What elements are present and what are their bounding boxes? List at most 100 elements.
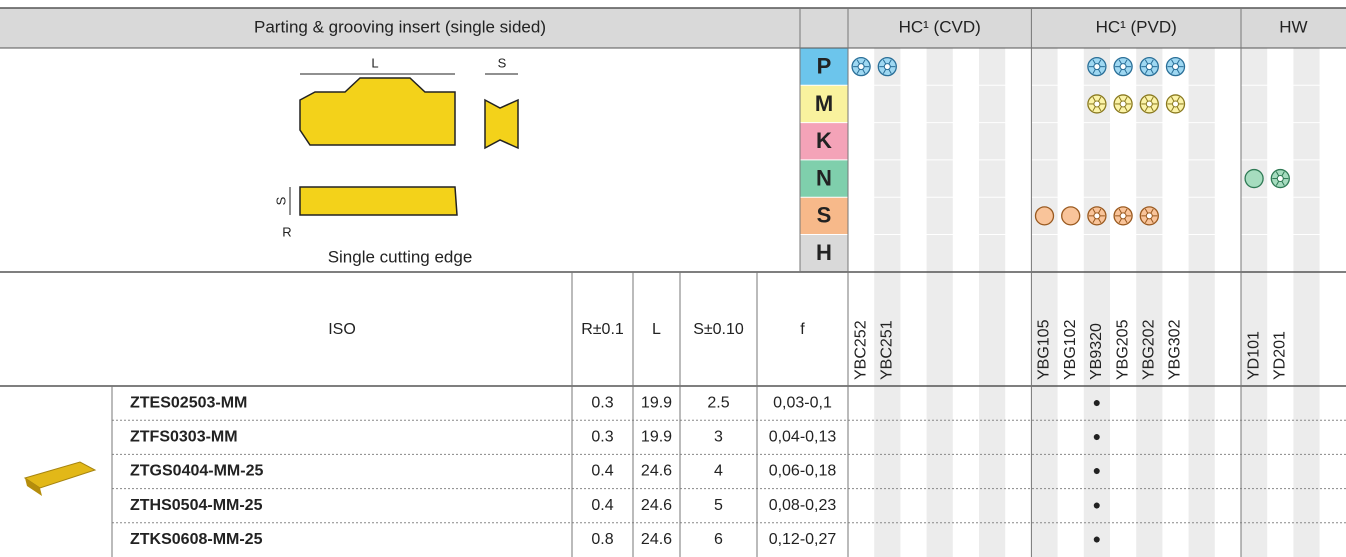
icon-petal [1150, 106, 1154, 112]
icon-core [1145, 212, 1153, 220]
row-value: 5 [714, 497, 723, 514]
icon-core [1172, 63, 1179, 71]
icon-petal [1097, 96, 1102, 102]
icon-core [1119, 63, 1127, 71]
iso-code: ZTGS0404-MM-25 [130, 463, 263, 480]
grade-label: YBG302 [1167, 319, 1184, 380]
grade-label: YBC251 [879, 320, 896, 380]
row-value: 2.5 [707, 394, 729, 411]
icon-petal [888, 59, 892, 65]
icon-petal [1097, 106, 1102, 112]
icon-petal [1150, 68, 1154, 74]
row-value: 0.3 [591, 394, 613, 411]
icon-petal [1150, 96, 1154, 102]
iso-code: ZTES02503-MM [130, 394, 247, 411]
grade-label: YBG105 [1036, 319, 1053, 380]
icon-petal [1097, 59, 1102, 65]
group-label: HC¹ (PVD) [1096, 17, 1177, 36]
icon-petal [862, 59, 866, 65]
icon-petal [1275, 180, 1280, 186]
material-label: H [816, 240, 832, 265]
material-cell [800, 122, 848, 160]
icon-petal [882, 59, 887, 65]
column-stripe [1293, 48, 1320, 557]
row-value: 0,12-0,27 [769, 531, 837, 548]
icon-petal [1097, 218, 1102, 224]
icon-petal [1097, 208, 1102, 214]
insert-end-view [484, 98, 519, 150]
material-cell [800, 234, 848, 272]
insert-side-view [299, 77, 456, 146]
icon-petal [1281, 180, 1285, 186]
icon-petal [1171, 106, 1175, 112]
grade-icon [1061, 206, 1081, 226]
icon-core [1145, 100, 1153, 108]
icon-petal [1118, 208, 1123, 214]
icon-petal [1124, 106, 1128, 112]
icon-petal [1176, 68, 1180, 74]
icon-core [1145, 63, 1153, 71]
icon-petal [1118, 96, 1123, 102]
row-value: 4 [714, 463, 723, 480]
icon-petal [1144, 59, 1149, 65]
icon-petal [1124, 68, 1128, 74]
icon-petal [1092, 218, 1096, 224]
icon-petal [1150, 218, 1154, 224]
icon-petal [1171, 68, 1175, 74]
material-label: K [816, 128, 832, 153]
row-value: 0.3 [591, 429, 613, 446]
icon-petal [1150, 59, 1154, 65]
icon-petal [862, 68, 866, 74]
grade-label: YBG205 [1114, 319, 1131, 380]
grade-dot: ● [1093, 462, 1101, 478]
material-label: S [817, 203, 832, 228]
icon-petal [1144, 96, 1149, 102]
grade-dot: ● [1093, 496, 1101, 512]
product-image [25, 478, 42, 496]
row-value: 6 [714, 531, 723, 548]
row-value: 0.4 [591, 497, 613, 514]
row-value: 0,08-0,23 [769, 497, 837, 514]
icon-petal [1118, 68, 1123, 74]
row-value: 24.6 [641, 463, 672, 480]
icon-petal [1275, 171, 1280, 177]
grade-label: YD101 [1245, 331, 1262, 380]
row-value: 0.4 [591, 463, 613, 480]
grade-dot: ● [1093, 531, 1101, 547]
row-value: 0.8 [591, 531, 613, 548]
icon-petal [1171, 96, 1175, 102]
column-stripe [979, 48, 1006, 557]
icon-petal [1176, 96, 1180, 102]
icon-petal [1150, 208, 1154, 214]
icon-petal [1092, 68, 1096, 74]
insert-top-view [299, 186, 458, 216]
group-label: HC¹ (CVD) [899, 17, 981, 36]
iso-code: ZTHS0504-MM-25 [130, 497, 263, 514]
dim-label: L [371, 55, 378, 70]
row-value: 3 [714, 429, 723, 446]
column-header: ISO [328, 321, 356, 338]
material-cell [800, 48, 848, 86]
icon-petal [1092, 59, 1096, 65]
icon-petal [1092, 106, 1096, 112]
material-label: M [815, 91, 833, 116]
icon-petal [1124, 218, 1128, 224]
column-header: R±0.1 [581, 321, 624, 338]
grade-dot: ● [1093, 394, 1101, 410]
column-header: S±0.10 [693, 321, 744, 338]
icon-core [1276, 175, 1284, 183]
icon-petal [1144, 218, 1149, 224]
icon-petal [882, 68, 887, 74]
column-stripe [1241, 48, 1268, 557]
group-label: HW [1279, 17, 1307, 36]
material-label: P [817, 53, 832, 78]
icon-petal [1092, 96, 1096, 102]
icon-core [1119, 212, 1127, 220]
diagram-caption: Single cutting edge [328, 247, 473, 266]
icon-core [1093, 63, 1101, 71]
icon-petal [1092, 208, 1096, 214]
row-value: 19.9 [641, 429, 672, 446]
icon-core [1093, 212, 1101, 220]
icon-core [1119, 100, 1127, 108]
